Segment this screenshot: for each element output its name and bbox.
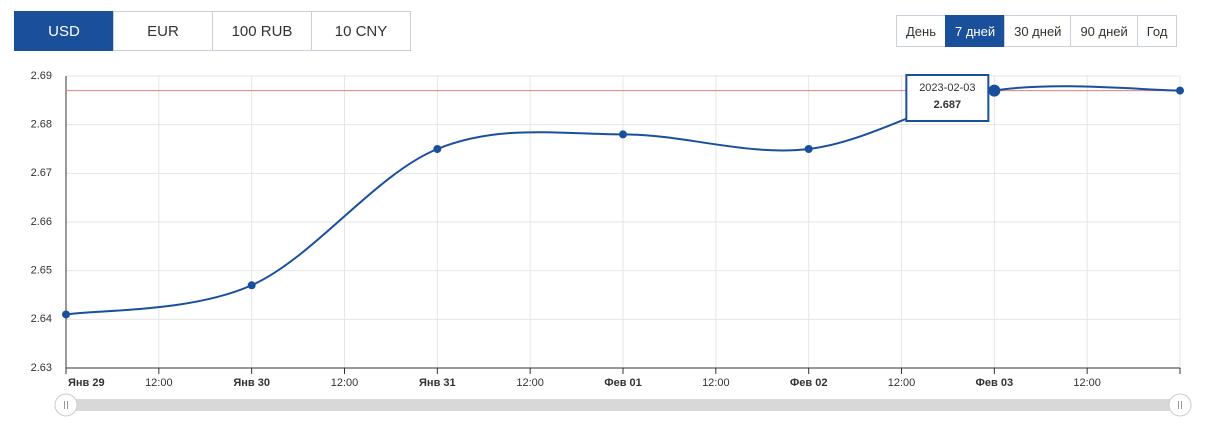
y-tick-label: 2.66 (31, 216, 52, 228)
point (804, 145, 813, 153)
point (433, 145, 442, 153)
x-tick-label: 12:00 (888, 377, 916, 389)
y-tick-label: 2.69 (31, 70, 52, 82)
tab[interactable]: 90 дней (1070, 15, 1138, 47)
x-tick-label: 12:00 (516, 377, 544, 389)
point (1176, 86, 1184, 95)
slider-handle (1168, 393, 1192, 417)
x-tick-label: 12:00 (331, 377, 359, 389)
y-tick-label: 2.63 (31, 362, 52, 374)
currency-tabs: USD EUR 100 RUB 10 CNY (14, 11, 411, 51)
slider-handle (54, 393, 78, 417)
x-tick-label: Янв 30 (233, 377, 270, 389)
point (988, 84, 1001, 97)
y-tick-label: 2.65 (31, 265, 52, 277)
x-tick-label: Фев 03 (976, 377, 1014, 389)
y-tick-label: 2.67 (31, 167, 52, 179)
period-tabs: День 7 дней 30 дней 90 дней Год (896, 15, 1178, 47)
y-tick-label: 2.68 (31, 119, 52, 131)
tooltip (905, 74, 990, 122)
tooltip-date: 2023-02-03 (919, 82, 975, 94)
tab[interactable]: День (896, 15, 946, 47)
x-tick-label: Фев 01 (604, 377, 642, 389)
tab[interactable]: 10 CNY (311, 11, 411, 51)
x-tick-label: Фев 02 (790, 377, 828, 389)
x-tick-label: Янв 31 (419, 377, 456, 389)
point (247, 281, 256, 290)
tab[interactable]: 7 дней (945, 15, 1006, 47)
tooltip-value: 2.687 (934, 99, 962, 111)
tab[interactable]: EUR (113, 11, 213, 51)
point (62, 310, 70, 319)
x-tick-label: 12:00 (1073, 377, 1101, 389)
x-tick-label: 12:00 (145, 377, 173, 389)
x-tick-label: Янв 29 (68, 377, 105, 389)
tab[interactable]: 100 RUB (212, 11, 312, 51)
x-tick-label: 12:00 (702, 377, 730, 389)
tab[interactable]: USD (14, 11, 114, 51)
y-tick-label: 2.64 (31, 313, 52, 325)
point (619, 130, 627, 139)
tab[interactable]: Год (1136, 15, 1178, 47)
tab[interactable]: 30 дней (1004, 15, 1072, 47)
slider-track (66, 399, 1180, 411)
